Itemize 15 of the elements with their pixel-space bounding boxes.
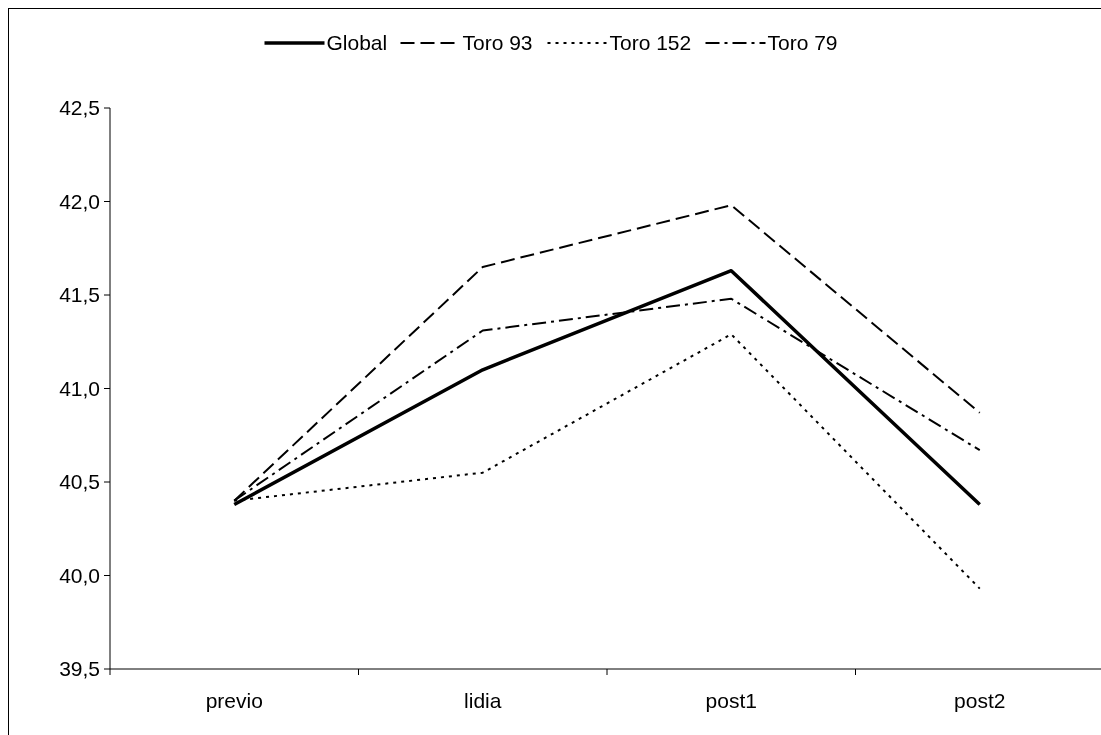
legend-label: Toro 93: [462, 31, 533, 55]
y-tick-label: 41,5: [59, 283, 100, 307]
y-tick-label: 41,0: [59, 376, 100, 400]
x-tick-label: post2: [954, 689, 1006, 712]
x-tick-label: previo: [205, 689, 263, 712]
y-tick-label: 42,5: [59, 96, 100, 120]
legend-label: Toro 152: [609, 31, 692, 55]
legend-label: Global: [326, 31, 388, 55]
y-tick-label: 40,5: [59, 470, 100, 494]
y-tick-label: 40,0: [59, 563, 100, 587]
legend-label: Toro 79: [767, 31, 838, 55]
y-tick-label: 42,0: [59, 189, 100, 213]
x-tick-label: lidia: [464, 689, 502, 712]
x-tick-label: post1: [705, 689, 757, 712]
y-tick-label: 39,5: [59, 657, 100, 681]
